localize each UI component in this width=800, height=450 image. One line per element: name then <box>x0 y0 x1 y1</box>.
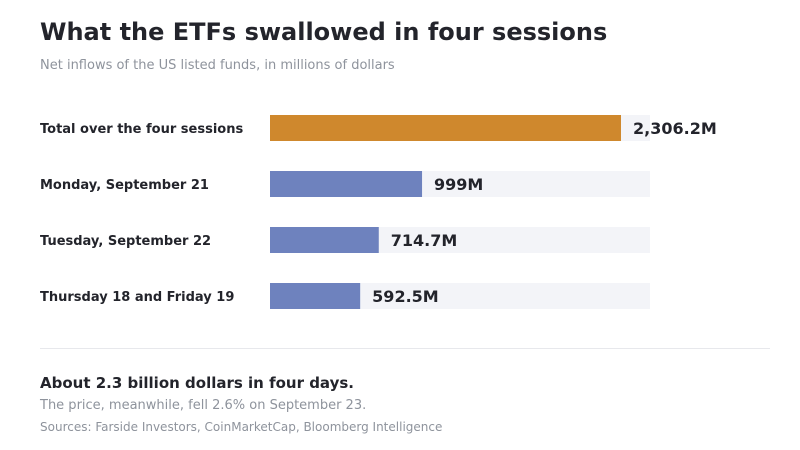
bar-chart: Total over the four sessions 2,306.2M Mond… <box>40 115 717 309</box>
summary-note: The price, meanwhile, fell 2.6% on Septe… <box>40 398 367 413</box>
summary-headline: About 2.3 billion dollars in four days. <box>40 374 354 392</box>
category-label: Thursday 18 and Friday 19 <box>40 290 234 305</box>
category-label: Monday, September 21 <box>40 178 209 193</box>
bar <box>270 227 379 253</box>
sources-note: Sources: Farside Investors, CoinMarketCa… <box>40 420 443 434</box>
category-label: Tuesday, September 22 <box>40 234 211 249</box>
chart-title: What the ETFs swallowed in four sessions <box>40 18 608 46</box>
value-label: 2,306.2M <box>633 119 717 138</box>
bar-total <box>270 115 621 141</box>
value-label: 999M <box>434 175 483 194</box>
bar <box>270 171 423 197</box>
chart-subtitle: Net inflows of the US listed funds, in m… <box>40 58 395 73</box>
value-label: 592.5M <box>372 287 439 306</box>
category-label: Total over the four sessions <box>40 122 243 137</box>
bar <box>270 283 361 309</box>
value-label: 714.7M <box>391 231 458 250</box>
divider <box>40 348 770 349</box>
